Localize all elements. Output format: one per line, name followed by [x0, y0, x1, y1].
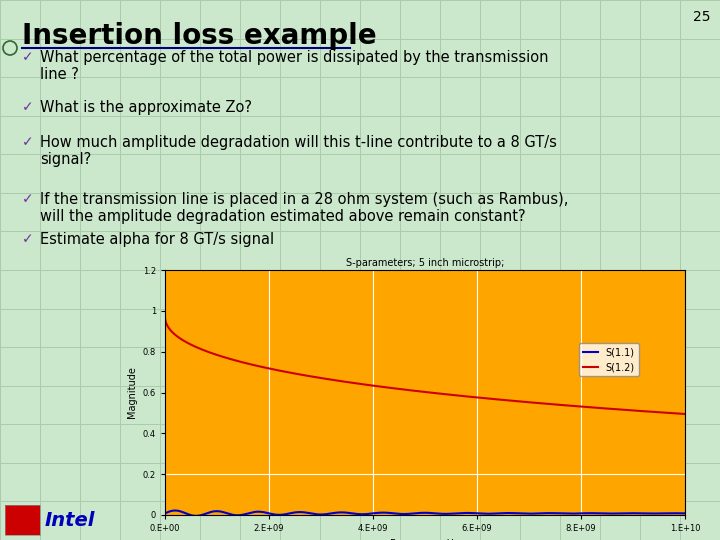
S(1.2) [570, 403, 579, 409]
Text: ✓: ✓ [22, 192, 34, 206]
Title: S-parameters; 5 inch microstrip;: S-parameters; 5 inch microstrip; [346, 258, 504, 268]
Text: ✓: ✓ [22, 232, 34, 246]
S(1.2) [665, 410, 674, 416]
Text: ✓: ✓ [22, 100, 34, 114]
S(1.2) [161, 315, 169, 321]
S(1.2) [665, 410, 674, 416]
S(1.1) [400, 511, 409, 517]
S(1.1) [666, 510, 675, 516]
Y-axis label: Magnitude: Magnitude [127, 367, 138, 418]
Text: ✓: ✓ [22, 50, 34, 64]
Text: What percentage of the total power is dissipated by the transmission
line ?: What percentage of the total power is di… [40, 50, 549, 83]
S(1.1) [571, 510, 580, 517]
S(1.1) [192, 512, 200, 519]
X-axis label: Frequency, Hz: Frequency, Hz [390, 538, 459, 540]
S(1.1) [187, 512, 196, 518]
S(1.1) [161, 510, 169, 517]
Text: Intel: Intel [45, 510, 95, 530]
S(1.2) [413, 388, 422, 394]
S(1.1) [666, 510, 675, 517]
Text: What is the approximate Zo?: What is the approximate Zo? [40, 100, 252, 115]
Legend: S(1.1), S(1.2): S(1.1), S(1.2) [580, 343, 639, 376]
Text: Insertion loss example: Insertion loss example [22, 22, 377, 50]
S(1.2) [187, 342, 196, 348]
Text: Estimate alpha for 8 GT/s signal: Estimate alpha for 8 GT/s signal [40, 232, 274, 247]
Text: 25: 25 [693, 10, 710, 24]
S(1.1) [680, 510, 689, 517]
Bar [5, 505, 40, 535]
Text: ✓: ✓ [22, 135, 34, 149]
Line: S(1.2): S(1.2) [165, 318, 685, 414]
S(1.2) [400, 386, 408, 393]
Text: How much amplitude degradation will this t-line contribute to a 8 GT/s
signal?: How much amplitude degradation will this… [40, 135, 557, 167]
Bar [5, 505, 40, 535]
S(1.1) [414, 510, 423, 516]
Text: If the transmission line is placed in a 28 ohm system (such as Rambus),
will the: If the transmission line is placed in a … [40, 192, 568, 225]
Line: S(1.1): S(1.1) [165, 510, 685, 516]
S(1.2) [680, 411, 689, 417]
S(1.1) [171, 507, 179, 514]
